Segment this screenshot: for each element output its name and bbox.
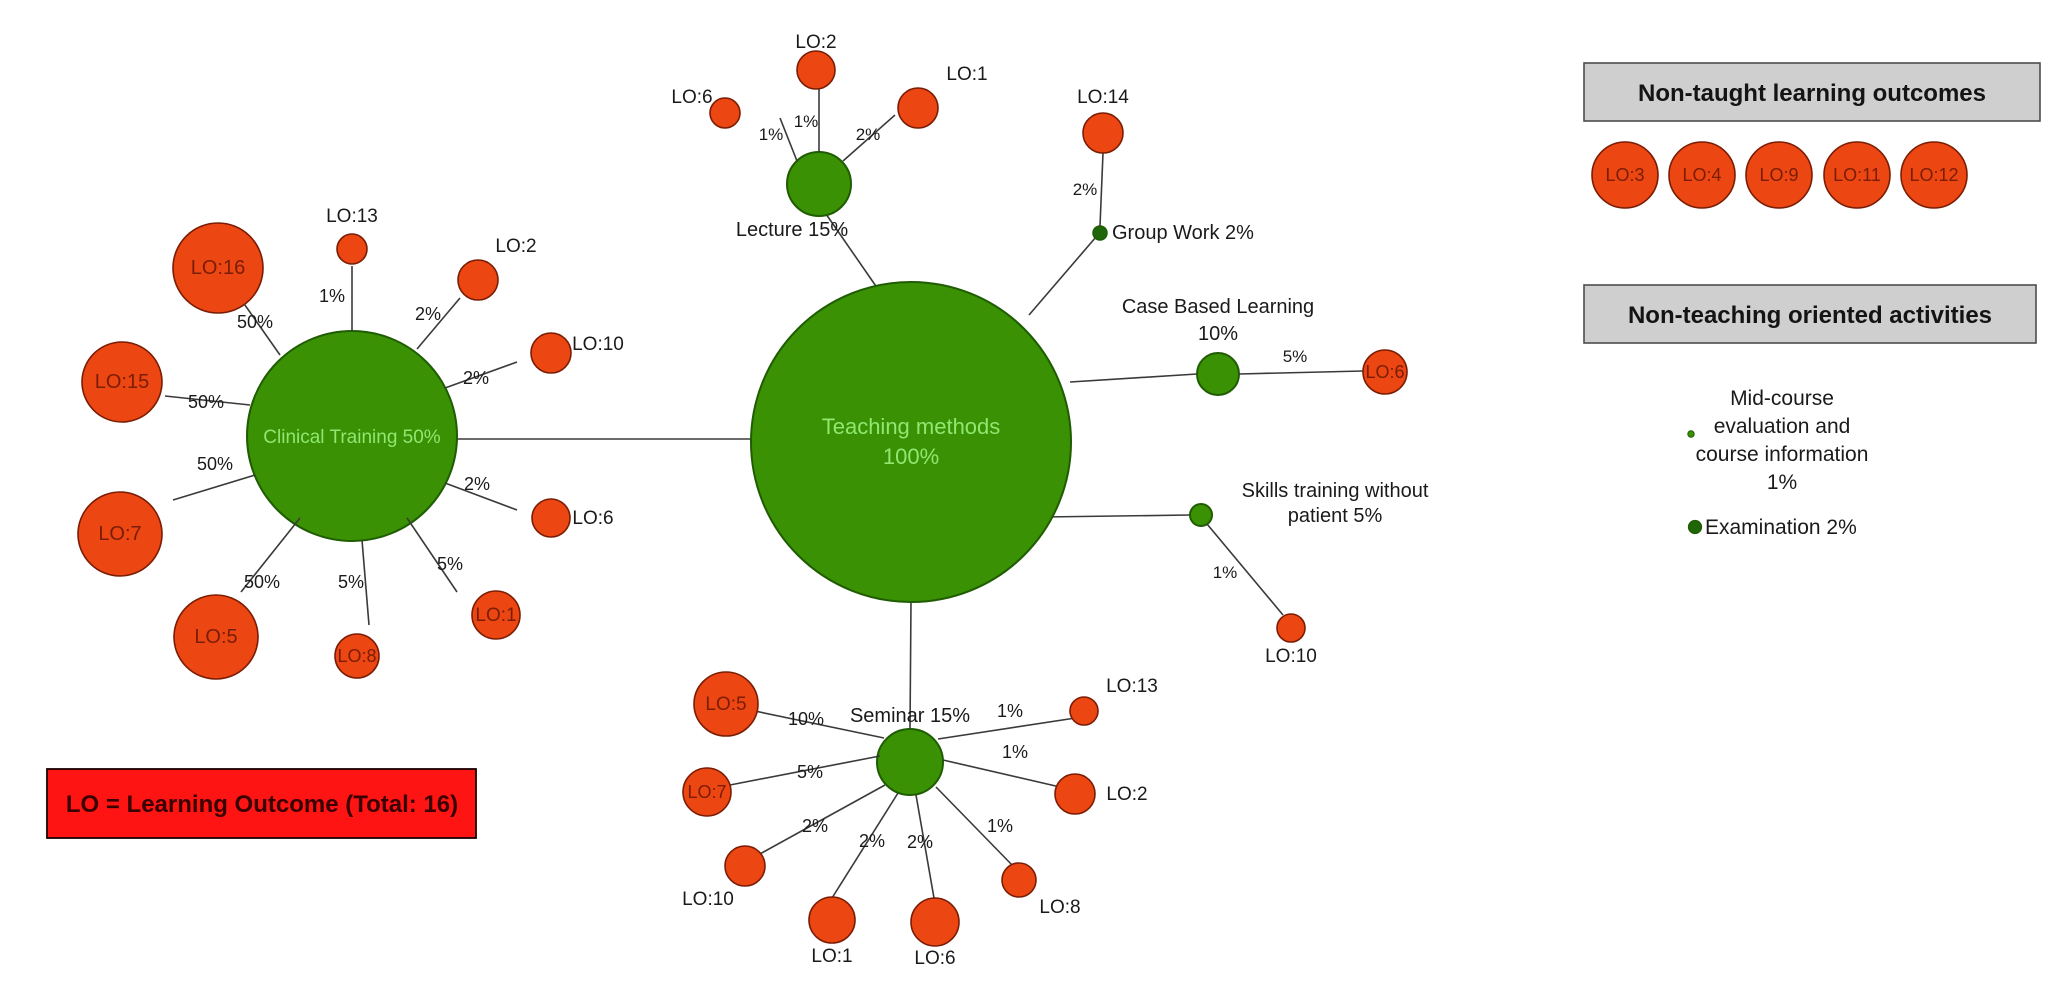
svg-text:LO:6: LO:6 [671, 87, 712, 108]
svg-text:LO:15: LO:15 [95, 371, 149, 393]
svg-text:LO:16: LO:16 [191, 257, 245, 279]
svg-text:evaluation and: evaluation and [1714, 415, 1851, 438]
svg-text:2%: 2% [859, 831, 885, 851]
svg-text:2%: 2% [856, 125, 881, 144]
svg-text:LO:1: LO:1 [475, 605, 516, 626]
svg-text:course information: course information [1696, 443, 1869, 466]
svg-text:Teaching methods: Teaching methods [822, 414, 1001, 439]
svg-text:LO:3: LO:3 [1605, 165, 1644, 185]
svg-text:5%: 5% [437, 554, 463, 574]
svg-text:LO:2: LO:2 [1106, 784, 1147, 805]
svg-text:1%: 1% [1002, 742, 1028, 762]
svg-text:LO:12: LO:12 [1909, 165, 1958, 185]
svg-text:LO:5: LO:5 [194, 626, 237, 648]
svg-text:LO:13: LO:13 [326, 206, 378, 227]
svg-text:5%: 5% [797, 762, 823, 782]
svg-text:Examination 2%: Examination 2% [1705, 516, 1857, 539]
svg-text:Lecture 15%: Lecture 15% [736, 219, 849, 241]
svg-text:1%: 1% [794, 112, 819, 131]
svg-text:LO:10: LO:10 [1265, 646, 1317, 667]
svg-text:LO:2: LO:2 [795, 32, 836, 53]
svg-text:100%: 100% [883, 444, 939, 469]
svg-text:Seminar 15%: Seminar 15% [850, 705, 970, 727]
svg-text:5%: 5% [1283, 347, 1308, 366]
svg-text:1%: 1% [997, 701, 1023, 721]
svg-text:LO:4: LO:4 [1682, 165, 1721, 185]
svg-text:2%: 2% [802, 816, 828, 836]
svg-text:1%: 1% [1767, 471, 1797, 494]
svg-text:LO:6: LO:6 [914, 948, 955, 969]
svg-text:2%: 2% [463, 368, 489, 388]
svg-text:Case Based Learning: Case Based Learning [1122, 296, 1314, 318]
svg-text:LO:14: LO:14 [1077, 87, 1129, 108]
svg-text:Non-taught learning outcomes: Non-taught learning outcomes [1638, 80, 1986, 107]
svg-text:2%: 2% [907, 832, 933, 852]
svg-text:LO = Learning Outcome (Total:: LO = Learning Outcome (Total: 16) [66, 791, 458, 818]
svg-text:LO:10: LO:10 [572, 334, 624, 355]
svg-text:5%: 5% [338, 572, 364, 592]
svg-text:LO:6: LO:6 [1365, 362, 1404, 382]
svg-text:LO:8: LO:8 [337, 646, 376, 666]
svg-text:50%: 50% [197, 454, 233, 474]
svg-text:LO:8: LO:8 [1039, 897, 1080, 918]
svg-text:LO:7: LO:7 [687, 782, 726, 802]
svg-text:LO:1: LO:1 [811, 946, 852, 967]
svg-text:LO:6: LO:6 [572, 508, 613, 529]
svg-text:1%: 1% [987, 816, 1013, 836]
svg-text:LO:13: LO:13 [1106, 676, 1158, 697]
svg-text:Group Work 2%: Group Work 2% [1112, 222, 1254, 244]
svg-text:Clinical Training 50%: Clinical Training 50% [263, 427, 441, 448]
svg-text:2%: 2% [464, 474, 490, 494]
svg-text:LO:1: LO:1 [946, 64, 987, 85]
svg-text:LO:11: LO:11 [1833, 165, 1881, 185]
svg-text:LO:7: LO:7 [98, 523, 141, 545]
svg-text:50%: 50% [188, 392, 224, 412]
svg-text:50%: 50% [237, 312, 273, 332]
svg-text:10%: 10% [1198, 323, 1238, 345]
svg-text:1%: 1% [759, 125, 784, 144]
svg-text:2%: 2% [415, 304, 441, 324]
svg-text:LO:9: LO:9 [1759, 165, 1798, 185]
svg-text:50%: 50% [244, 572, 280, 592]
svg-text:1%: 1% [319, 286, 345, 306]
svg-text:LO:10: LO:10 [682, 889, 734, 910]
svg-text:LO:5: LO:5 [705, 694, 746, 715]
svg-text:Mid-course: Mid-course [1730, 387, 1834, 410]
svg-text:10%: 10% [788, 709, 824, 729]
svg-text:LO:2: LO:2 [495, 236, 536, 257]
svg-text:2%: 2% [1073, 180, 1098, 199]
svg-text:Non-teaching oriented activiti: Non-teaching oriented activities [1628, 302, 1992, 329]
svg-text:1%: 1% [1213, 563, 1238, 582]
svg-text:Skills training without: Skills training without [1242, 480, 1429, 502]
svg-text:patient 5%: patient 5% [1288, 505, 1383, 527]
